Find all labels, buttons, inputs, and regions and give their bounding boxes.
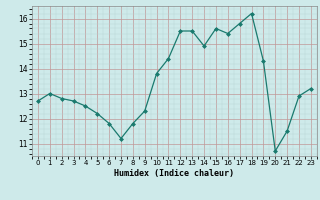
X-axis label: Humidex (Indice chaleur): Humidex (Indice chaleur): [115, 169, 234, 178]
